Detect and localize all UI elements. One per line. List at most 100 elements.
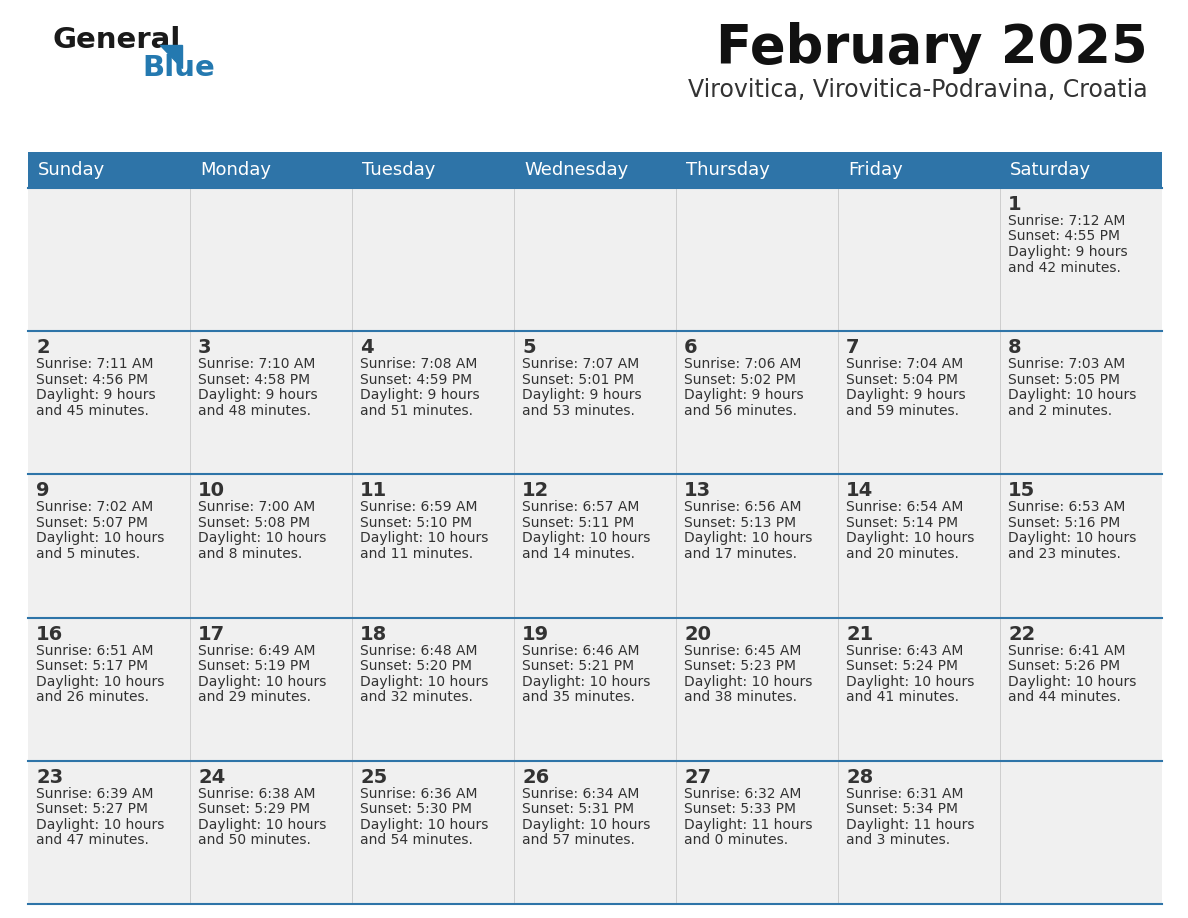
Text: 12: 12 bbox=[522, 481, 549, 500]
Bar bbox=[29, 152, 1162, 188]
Text: Daylight: 10 hours: Daylight: 10 hours bbox=[684, 532, 813, 545]
Text: and 54 minutes.: and 54 minutes. bbox=[360, 834, 473, 847]
Text: Sunrise: 6:43 AM: Sunrise: 6:43 AM bbox=[846, 644, 963, 657]
Text: 9: 9 bbox=[36, 481, 50, 500]
Text: Sunrise: 7:12 AM: Sunrise: 7:12 AM bbox=[1007, 214, 1125, 228]
Text: Daylight: 11 hours: Daylight: 11 hours bbox=[846, 818, 974, 832]
Text: Sunrise: 6:34 AM: Sunrise: 6:34 AM bbox=[522, 787, 639, 800]
Text: Sunrise: 7:10 AM: Sunrise: 7:10 AM bbox=[198, 357, 315, 371]
Text: Sunset: 5:10 PM: Sunset: 5:10 PM bbox=[360, 516, 472, 530]
Text: Sunset: 5:20 PM: Sunset: 5:20 PM bbox=[360, 659, 472, 673]
Text: Sunset: 4:56 PM: Sunset: 4:56 PM bbox=[36, 373, 148, 386]
Text: 1: 1 bbox=[1007, 195, 1022, 214]
Text: Tuesday: Tuesday bbox=[362, 161, 435, 179]
Text: Sunrise: 6:48 AM: Sunrise: 6:48 AM bbox=[360, 644, 478, 657]
Text: Sunset: 5:23 PM: Sunset: 5:23 PM bbox=[684, 659, 796, 673]
Text: February 2025: February 2025 bbox=[716, 22, 1148, 74]
Bar bbox=[29, 761, 1162, 904]
Text: Sunset: 4:58 PM: Sunset: 4:58 PM bbox=[198, 373, 310, 386]
Polygon shape bbox=[160, 45, 182, 68]
Text: Sunrise: 6:53 AM: Sunrise: 6:53 AM bbox=[1007, 500, 1125, 514]
Text: Thursday: Thursday bbox=[685, 161, 770, 179]
Text: Daylight: 10 hours: Daylight: 10 hours bbox=[522, 818, 650, 832]
Text: 15: 15 bbox=[1007, 481, 1035, 500]
Text: Daylight: 10 hours: Daylight: 10 hours bbox=[360, 818, 488, 832]
Text: Daylight: 10 hours: Daylight: 10 hours bbox=[36, 818, 164, 832]
Text: Sunrise: 6:31 AM: Sunrise: 6:31 AM bbox=[846, 787, 963, 800]
Text: and 32 minutes.: and 32 minutes. bbox=[360, 690, 473, 704]
Text: Blue: Blue bbox=[143, 54, 215, 82]
Text: General: General bbox=[52, 26, 181, 54]
Text: and 38 minutes.: and 38 minutes. bbox=[684, 690, 797, 704]
Text: and 0 minutes.: and 0 minutes. bbox=[684, 834, 788, 847]
Text: and 20 minutes.: and 20 minutes. bbox=[846, 547, 959, 561]
Text: Sunrise: 7:07 AM: Sunrise: 7:07 AM bbox=[522, 357, 639, 371]
Text: 26: 26 bbox=[522, 767, 549, 787]
Text: Friday: Friday bbox=[848, 161, 903, 179]
Bar bbox=[29, 188, 1162, 331]
Text: Daylight: 10 hours: Daylight: 10 hours bbox=[1007, 532, 1137, 545]
Text: 10: 10 bbox=[198, 481, 225, 500]
Text: 13: 13 bbox=[684, 481, 712, 500]
Text: 20: 20 bbox=[684, 624, 710, 644]
Text: and 53 minutes.: and 53 minutes. bbox=[522, 404, 634, 418]
Text: Sunset: 5:19 PM: Sunset: 5:19 PM bbox=[198, 659, 310, 673]
Text: 19: 19 bbox=[522, 624, 549, 644]
Text: 21: 21 bbox=[846, 624, 873, 644]
Text: Sunrise: 6:38 AM: Sunrise: 6:38 AM bbox=[198, 787, 316, 800]
Text: Daylight: 10 hours: Daylight: 10 hours bbox=[198, 675, 327, 688]
Text: 5: 5 bbox=[522, 338, 536, 357]
Text: Sunrise: 7:04 AM: Sunrise: 7:04 AM bbox=[846, 357, 963, 371]
Text: Sunrise: 6:39 AM: Sunrise: 6:39 AM bbox=[36, 787, 153, 800]
Text: Daylight: 9 hours: Daylight: 9 hours bbox=[846, 388, 966, 402]
Text: 3: 3 bbox=[198, 338, 211, 357]
Text: Sunset: 5:24 PM: Sunset: 5:24 PM bbox=[846, 659, 958, 673]
Text: and 45 minutes.: and 45 minutes. bbox=[36, 404, 148, 418]
Text: Sunrise: 7:02 AM: Sunrise: 7:02 AM bbox=[36, 500, 153, 514]
Text: and 23 minutes.: and 23 minutes. bbox=[1007, 547, 1120, 561]
Text: Daylight: 10 hours: Daylight: 10 hours bbox=[360, 532, 488, 545]
Text: Sunset: 5:02 PM: Sunset: 5:02 PM bbox=[684, 373, 796, 386]
Text: Sunset: 5:27 PM: Sunset: 5:27 PM bbox=[36, 802, 148, 816]
Text: Sunset: 5:01 PM: Sunset: 5:01 PM bbox=[522, 373, 634, 386]
Text: Monday: Monday bbox=[200, 161, 271, 179]
Text: Daylight: 10 hours: Daylight: 10 hours bbox=[198, 532, 327, 545]
Text: Sunrise: 7:11 AM: Sunrise: 7:11 AM bbox=[36, 357, 153, 371]
Text: Sunrise: 7:08 AM: Sunrise: 7:08 AM bbox=[360, 357, 478, 371]
Text: Daylight: 9 hours: Daylight: 9 hours bbox=[360, 388, 480, 402]
Text: Sunrise: 6:36 AM: Sunrise: 6:36 AM bbox=[360, 787, 478, 800]
Text: Sunset: 5:21 PM: Sunset: 5:21 PM bbox=[522, 659, 634, 673]
Text: and 47 minutes.: and 47 minutes. bbox=[36, 834, 148, 847]
Text: Sunrise: 7:06 AM: Sunrise: 7:06 AM bbox=[684, 357, 802, 371]
Text: Sunset: 5:14 PM: Sunset: 5:14 PM bbox=[846, 516, 959, 530]
Text: and 59 minutes.: and 59 minutes. bbox=[846, 404, 959, 418]
Text: Sunset: 5:34 PM: Sunset: 5:34 PM bbox=[846, 802, 958, 816]
Text: Sunrise: 6:32 AM: Sunrise: 6:32 AM bbox=[684, 787, 802, 800]
Text: 25: 25 bbox=[360, 767, 387, 787]
Text: Sunset: 5:05 PM: Sunset: 5:05 PM bbox=[1007, 373, 1120, 386]
Text: Sunset: 5:26 PM: Sunset: 5:26 PM bbox=[1007, 659, 1120, 673]
Text: and 56 minutes.: and 56 minutes. bbox=[684, 404, 797, 418]
Bar bbox=[29, 475, 1162, 618]
Text: Sunrise: 6:51 AM: Sunrise: 6:51 AM bbox=[36, 644, 153, 657]
Text: Sunset: 5:31 PM: Sunset: 5:31 PM bbox=[522, 802, 634, 816]
Text: Daylight: 10 hours: Daylight: 10 hours bbox=[846, 532, 974, 545]
Text: 18: 18 bbox=[360, 624, 387, 644]
Text: and 17 minutes.: and 17 minutes. bbox=[684, 547, 797, 561]
Text: 22: 22 bbox=[1007, 624, 1035, 644]
Text: Sunset: 5:13 PM: Sunset: 5:13 PM bbox=[684, 516, 796, 530]
Text: and 57 minutes.: and 57 minutes. bbox=[522, 834, 634, 847]
Text: and 44 minutes.: and 44 minutes. bbox=[1007, 690, 1120, 704]
Text: Sunset: 5:17 PM: Sunset: 5:17 PM bbox=[36, 659, 148, 673]
Text: Daylight: 10 hours: Daylight: 10 hours bbox=[846, 675, 974, 688]
Text: Sunrise: 6:56 AM: Sunrise: 6:56 AM bbox=[684, 500, 802, 514]
Text: 17: 17 bbox=[198, 624, 225, 644]
Text: 8: 8 bbox=[1007, 338, 1022, 357]
Text: 28: 28 bbox=[846, 767, 873, 787]
Text: and 51 minutes.: and 51 minutes. bbox=[360, 404, 473, 418]
Text: 24: 24 bbox=[198, 767, 226, 787]
Text: Sunrise: 7:00 AM: Sunrise: 7:00 AM bbox=[198, 500, 315, 514]
Text: Daylight: 10 hours: Daylight: 10 hours bbox=[522, 532, 650, 545]
Text: 2: 2 bbox=[36, 338, 50, 357]
Text: Sunset: 4:55 PM: Sunset: 4:55 PM bbox=[1007, 230, 1120, 243]
